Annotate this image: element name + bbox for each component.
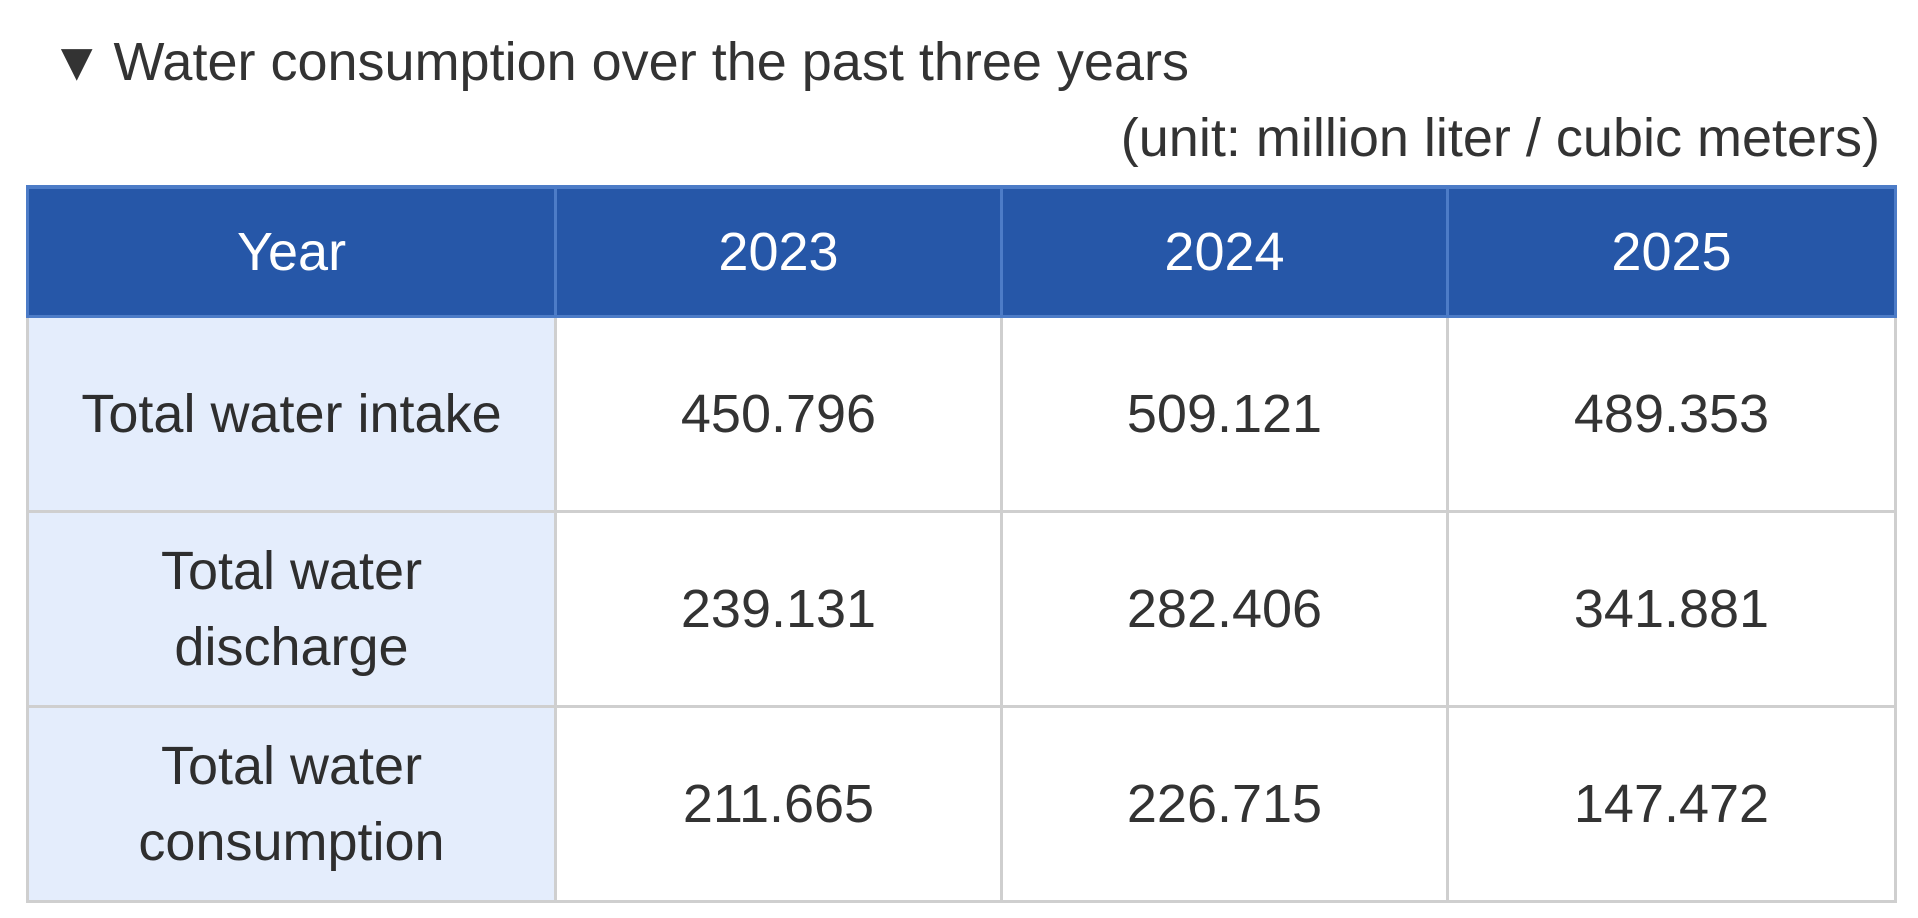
table-cell: 450.796 xyxy=(554,315,1003,513)
header-2023: 2023 xyxy=(554,185,1003,318)
table-header-row: Year 2023 2024 2025 xyxy=(26,185,1897,318)
triangle-down-icon: ▼ xyxy=(50,32,104,92)
table-cell: 226.715 xyxy=(1000,705,1449,903)
table-cell: 211.665 xyxy=(554,705,1003,903)
row-label-water-intake: Total water intake xyxy=(26,315,557,513)
header-year: Year xyxy=(26,185,557,318)
row-label-line: consumption xyxy=(138,812,445,872)
row-label-water-consumption: Total water consumption xyxy=(26,705,557,903)
table-cell: 509.121 xyxy=(1000,315,1449,513)
page-title: ▼ Water consumption over the past three y… xyxy=(50,30,1189,94)
table-cell: 489.353 xyxy=(1446,315,1897,513)
row-label-line: Total water xyxy=(160,736,423,796)
unit-note: (unit: million liter / cubic meters) xyxy=(1120,108,1880,168)
table-cell: 147.472 xyxy=(1446,705,1897,903)
title-text: Water consumption over the past three ye… xyxy=(113,32,1189,92)
table-row: Total water discharge 239.131 282.406 34… xyxy=(26,510,1897,708)
row-label-line: discharge xyxy=(174,617,409,677)
water-consumption-table: Year 2023 2024 2025 Total water intake 4… xyxy=(26,185,1897,903)
table-cell: 282.406 xyxy=(1000,510,1449,708)
header-2025: 2025 xyxy=(1446,185,1897,318)
row-label-line: Total water xyxy=(160,541,423,601)
header-2024: 2024 xyxy=(1000,185,1449,318)
table-cell: 341.881 xyxy=(1446,510,1897,708)
table-row: Total water intake 450.796 509.121 489.3… xyxy=(26,315,1897,513)
table-cell: 239.131 xyxy=(554,510,1003,708)
row-label-water-discharge: Total water discharge xyxy=(26,510,557,708)
table-row: Total water consumption 211.665 226.715 … xyxy=(26,705,1897,903)
